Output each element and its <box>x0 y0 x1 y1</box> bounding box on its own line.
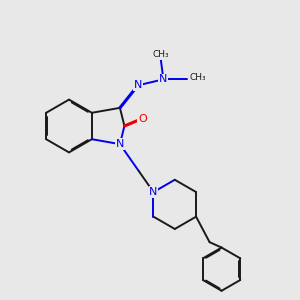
Text: CH₃: CH₃ <box>152 50 169 59</box>
Text: N: N <box>134 80 142 90</box>
Text: N: N <box>159 74 168 84</box>
Text: O: O <box>138 113 147 124</box>
Text: N: N <box>149 187 158 197</box>
Text: CH₃: CH₃ <box>190 74 206 82</box>
Text: N: N <box>116 139 124 149</box>
